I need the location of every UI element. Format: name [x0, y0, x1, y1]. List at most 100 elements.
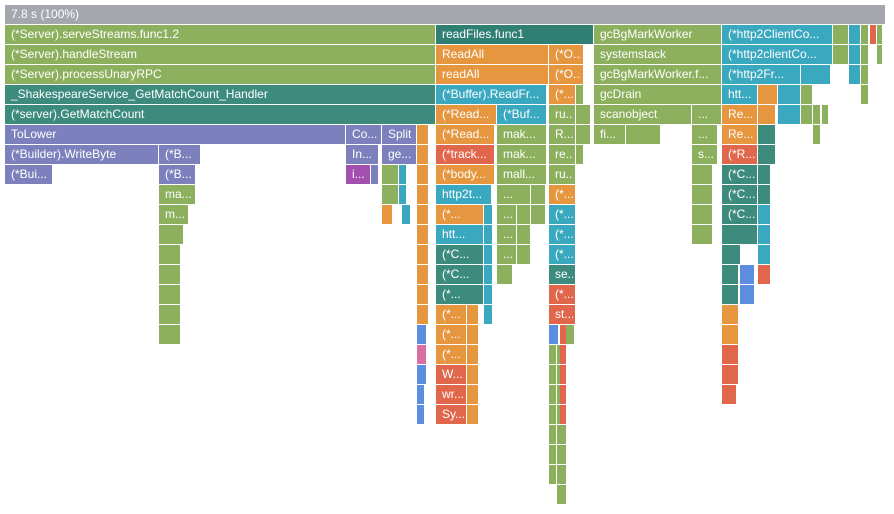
frame [594, 125, 625, 144]
frame [517, 245, 530, 264]
frame [5, 165, 52, 184]
frame [436, 125, 494, 144]
frame-label: (*C... [728, 167, 755, 181]
frame [557, 465, 566, 484]
frame [517, 225, 530, 244]
frame-label: (*O... [555, 67, 583, 81]
frame [560, 325, 566, 344]
frame [758, 105, 775, 124]
frame-label: gcBgMarkWorker [600, 27, 692, 41]
frame [870, 25, 876, 44]
frame [758, 265, 770, 284]
frame [877, 25, 882, 44]
frame [778, 85, 800, 104]
frame [402, 205, 410, 224]
frame-label: (*... [555, 227, 574, 241]
frame [692, 125, 717, 144]
frame [497, 245, 516, 264]
frame [758, 245, 770, 264]
frame [758, 145, 775, 164]
frame [778, 105, 800, 124]
frame-label: ... [503, 207, 513, 221]
frame-label: ... [698, 107, 708, 121]
frame-label: (*C... [442, 247, 469, 261]
frame [436, 165, 494, 184]
frame [549, 125, 575, 144]
frame [436, 405, 466, 424]
frame [346, 165, 370, 184]
frame [497, 225, 516, 244]
frame [549, 365, 556, 384]
frame [346, 125, 381, 144]
frame [399, 165, 406, 184]
frame [758, 205, 770, 224]
frame-label: (*... [442, 207, 461, 221]
frame [5, 5, 885, 24]
frame [576, 85, 583, 104]
frame [557, 485, 566, 504]
frame [549, 265, 575, 284]
frame [626, 125, 660, 144]
frame [692, 145, 717, 164]
frame-label: wr... [441, 387, 464, 401]
frame [436, 265, 483, 284]
frame [497, 265, 512, 284]
frame [5, 85, 435, 104]
frame [722, 45, 832, 64]
frame [801, 105, 812, 124]
frame [382, 185, 398, 204]
frame [484, 265, 492, 284]
frame [549, 65, 583, 84]
frame-label: (*... [555, 247, 574, 261]
frame [549, 145, 575, 164]
frame [436, 85, 546, 104]
frame [417, 305, 428, 324]
frame-label: ... [503, 187, 513, 201]
frame [557, 445, 566, 464]
frame [813, 125, 820, 144]
frame [159, 205, 188, 224]
frame [371, 165, 378, 184]
frame [722, 285, 738, 304]
frame-label: (*C... [728, 207, 755, 221]
frame-label: _ShakespeareService_GetMatchCount_Handle… [10, 87, 268, 101]
frame [382, 165, 398, 184]
frame [740, 265, 754, 284]
frame [5, 25, 435, 44]
frame [436, 365, 466, 384]
frame [159, 285, 180, 304]
frame-label: (*body... [442, 167, 486, 181]
frame-label: W... [442, 367, 463, 381]
frame [833, 25, 848, 44]
frame [861, 65, 868, 84]
frame [497, 165, 546, 184]
frame [849, 45, 860, 64]
frame [346, 145, 378, 164]
frame [417, 405, 424, 424]
frame-label: s... [698, 147, 714, 161]
frame [566, 325, 574, 344]
frame-label: ru... [555, 107, 576, 121]
frame [549, 325, 558, 344]
frame [497, 105, 546, 124]
frame-label: R... [555, 127, 574, 141]
frame [758, 225, 770, 244]
frame [5, 145, 158, 164]
frame-label: Co... [352, 127, 377, 141]
frame-label: mak... [503, 127, 536, 141]
frame [877, 45, 882, 64]
frame [549, 465, 556, 484]
frame [436, 205, 483, 224]
frame [467, 405, 478, 424]
frame [484, 285, 492, 304]
frame [594, 65, 721, 84]
frame-label: fi... [600, 127, 616, 141]
frame [861, 25, 868, 44]
frame [758, 185, 770, 204]
frame-label: m... [165, 207, 185, 221]
frame [549, 285, 575, 304]
frame [417, 285, 428, 304]
frame-label: (*... [442, 347, 461, 361]
frame [549, 165, 575, 184]
frame [722, 365, 738, 384]
